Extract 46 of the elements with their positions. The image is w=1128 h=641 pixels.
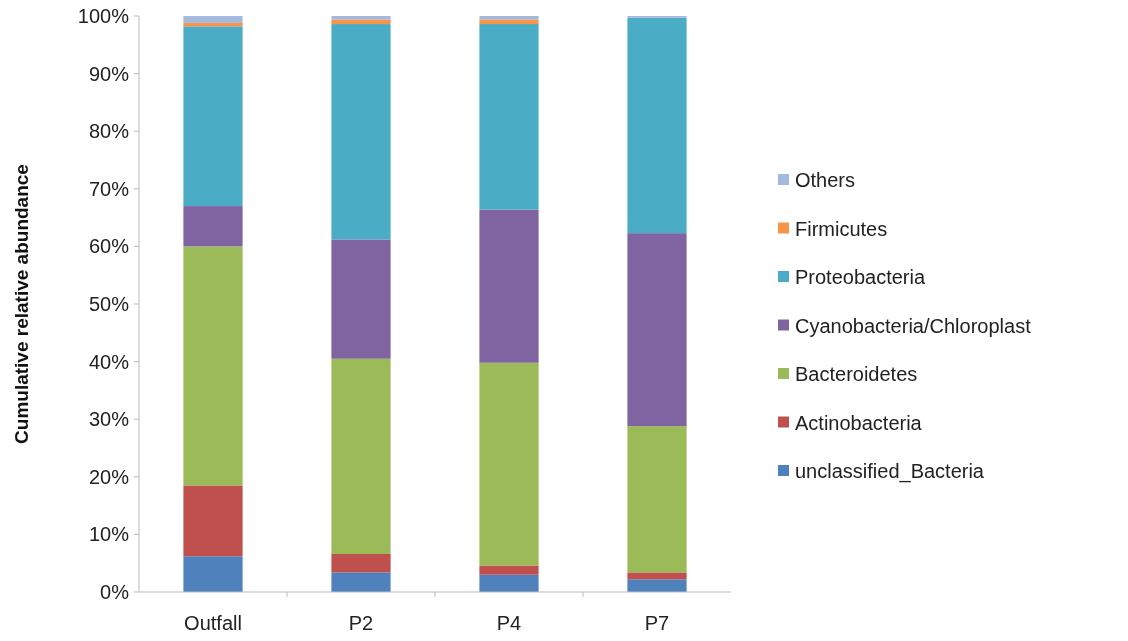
- bar: [183, 556, 243, 592]
- bar: [183, 206, 243, 247]
- bar: [331, 19, 391, 25]
- x-tick-label: P7: [644, 612, 670, 634]
- x-tick-label: Outfall: [184, 612, 242, 634]
- bar: [331, 572, 391, 592]
- bar: [479, 362, 539, 566]
- y-tick-label: 60%: [88, 235, 130, 258]
- y-tick-label: 50%: [88, 293, 130, 315]
- legend-label: Firmicutes: [795, 217, 888, 240]
- bar: [479, 19, 539, 25]
- bar: [331, 239, 391, 359]
- bar: [627, 17, 687, 234]
- bar: [479, 209, 539, 363]
- y-tick-label: 0%: [100, 581, 130, 603]
- legend-label: Proteobacteria: [795, 266, 926, 288]
- bar: [627, 572, 687, 580]
- bar: [183, 246, 243, 486]
- y-tick-label: 20%: [88, 465, 130, 488]
- legend-label: Cyanobacteria/Chloroplast: [795, 314, 1032, 337]
- bar: [331, 24, 391, 240]
- bar: [627, 579, 687, 592]
- bar: [183, 26, 243, 207]
- legend-label: unclassified_Bacteria: [795, 460, 985, 483]
- y-tick-label: 10%: [88, 523, 130, 546]
- legend-label: Others: [795, 169, 856, 191]
- bar: [627, 233, 687, 427]
- y-axis-title: Cumulative relative abundance: [11, 164, 32, 444]
- legend-label: Bacteroidetes: [795, 363, 918, 385]
- x-tick-label: P4: [496, 612, 522, 634]
- y-tick-label: 70%: [88, 177, 130, 200]
- bar: [331, 358, 391, 554]
- bar: [479, 24, 539, 210]
- y-tick-label: 90%: [88, 62, 130, 85]
- bar: [479, 574, 539, 592]
- x-tick-label: P2: [348, 612, 374, 634]
- bar: [183, 16, 243, 23]
- y-tick-label: 80%: [88, 120, 130, 143]
- bar: [331, 553, 391, 573]
- y-tick-label: 40%: [88, 350, 130, 373]
- legend-label: Actinobacteria: [795, 411, 923, 434]
- bar: [183, 485, 243, 557]
- y-tick-label: 100%: [77, 5, 130, 27]
- bar: [627, 426, 687, 573]
- y-tick-label: 30%: [88, 408, 130, 431]
- bar: [479, 565, 539, 575]
